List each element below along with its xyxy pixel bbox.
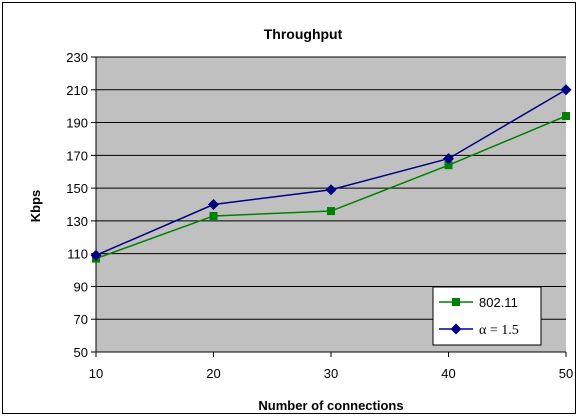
- series-1: [90, 84, 572, 261]
- series-group: [90, 84, 572, 263]
- y-tick-label: 70: [74, 312, 88, 327]
- legend-marker: [450, 323, 462, 335]
- x-tick-label: 10: [89, 366, 103, 381]
- y-tick-label: 110: [67, 247, 88, 262]
- y-tick-label: 210: [66, 83, 88, 98]
- gridlines: [96, 56, 566, 320]
- data-point: [90, 249, 102, 261]
- chart-title: Throughput: [264, 26, 343, 42]
- y-axis-title: Kbps: [28, 190, 43, 223]
- data-point: [325, 184, 337, 196]
- data-point: [562, 112, 570, 120]
- legend-box: [432, 286, 542, 346]
- y-tick-label: 90: [74, 279, 88, 294]
- data-point: [327, 207, 335, 216]
- data-point: [444, 161, 453, 170]
- axes: [91, 56, 567, 357]
- data-point: [443, 153, 454, 165]
- y-tick-label: 50: [74, 345, 88, 360]
- x-tick-label: 20: [206, 366, 220, 381]
- legend-marker: [452, 298, 460, 306]
- y-tick-label: 150: [66, 181, 88, 196]
- legend: 802.11 α = 1.5: [432, 286, 542, 346]
- y-tick-label: 130: [66, 214, 88, 229]
- data-point: [208, 199, 219, 210]
- legend-label: α = 1.5: [479, 323, 519, 338]
- x-tick-label: 40: [441, 366, 455, 381]
- data-point: [560, 84, 572, 96]
- tick-labels: 50 70 90 110 130 150 170 190 210 230 10 20 30 40 50: [66, 50, 573, 381]
- data-point: [209, 211, 218, 220]
- legend-label: 802.11: [479, 295, 518, 310]
- x-tick-label: 30: [324, 366, 338, 381]
- y-tick-label: 230: [66, 50, 88, 65]
- y-tick-label: 190: [66, 116, 88, 131]
- x-tick-label: 50: [559, 366, 573, 381]
- y-tick-label: 170: [66, 148, 88, 163]
- x-axis-title: Number of connections: [258, 398, 403, 413]
